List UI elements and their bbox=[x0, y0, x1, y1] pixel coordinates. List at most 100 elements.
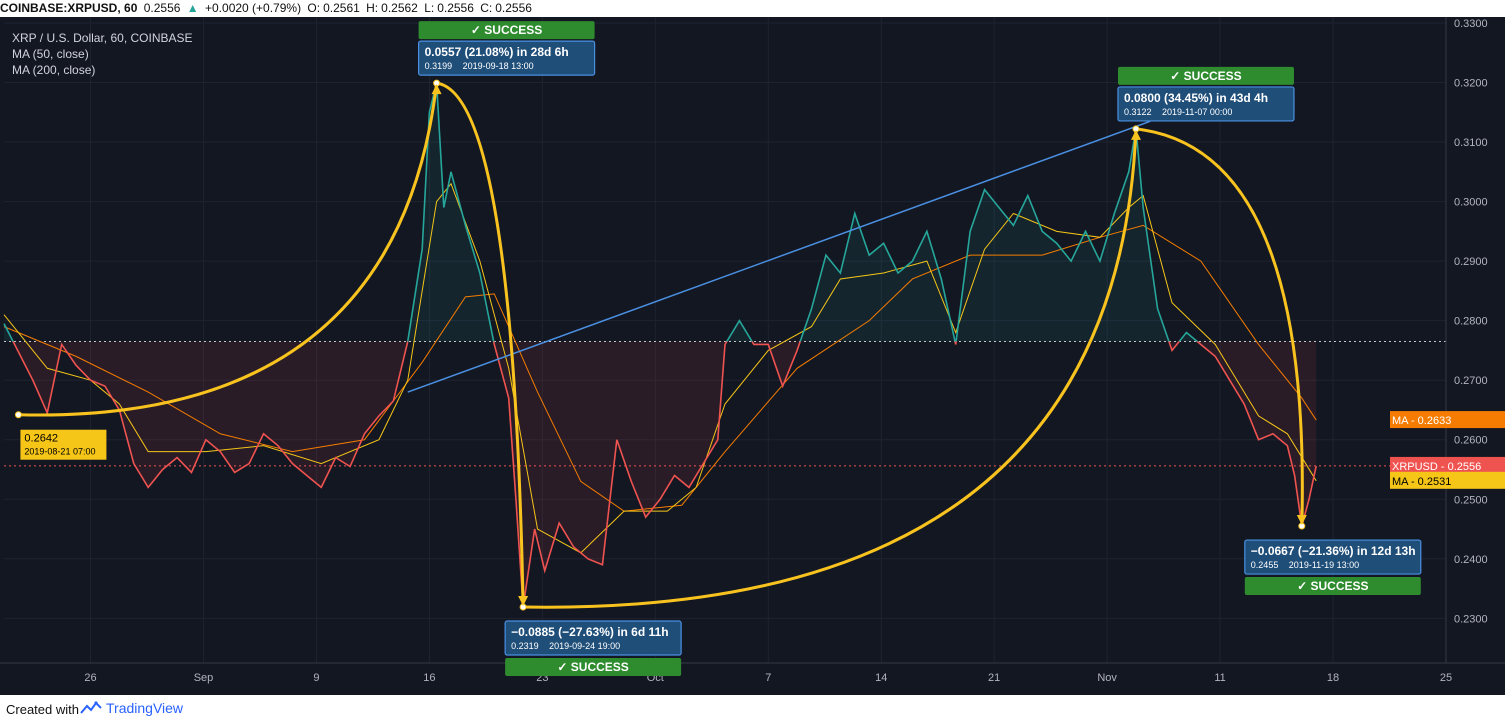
change-arrow: ▲ bbox=[186, 1, 199, 15]
callout-box bbox=[1244, 539, 1422, 575]
callout-box bbox=[504, 620, 682, 656]
success-label: ✓ SUCCESS bbox=[557, 660, 628, 674]
x-tick-label: 25 bbox=[1440, 672, 1452, 684]
arrowhead-icon bbox=[1130, 129, 1141, 140]
x-tick-label: 21 bbox=[988, 672, 1000, 684]
callout-price: 0.2319 bbox=[511, 641, 539, 651]
created-with-label: Created with bbox=[6, 702, 79, 717]
symbol-header: COINBASE:XRPUSD, 60 0.2556 ▲ +0.0020 (+0… bbox=[0, 0, 1505, 17]
callouts-layer: 0.2642 2019-08-21 07:00 0.0557 (21.08%) in… bbox=[20, 21, 1422, 677]
drawings-layer bbox=[14, 79, 1307, 611]
callout-price: 0.3199 bbox=[425, 61, 453, 71]
measure-callout[interactable]: −0.0885 (−27.63%) in 6d 11h 0.2319 2019-09… bbox=[504, 620, 682, 677]
measure-callout[interactable]: 0.0800 (34.45%) in 43d 4h 0.3122 2019-11-0… bbox=[1117, 66, 1295, 122]
success-badge bbox=[1244, 577, 1421, 596]
price-line-up bbox=[3, 82, 1199, 342]
callout-price: 0.3122 bbox=[1124, 107, 1152, 117]
chart-legend: XRP / U.S. Dollar, 60, COINBASE MA (50, … bbox=[12, 30, 193, 78]
y-tick-label: 0.2900 bbox=[1454, 256, 1488, 268]
low-label: L: bbox=[424, 1, 435, 15]
x-tick-label: 7 bbox=[765, 672, 771, 684]
pivot-start-price: 0.2642 bbox=[24, 433, 58, 445]
measure-callout[interactable]: −0.0667 (−21.36%) in 12d 13h 0.2455 2019-1… bbox=[1244, 539, 1422, 596]
trendline[interactable] bbox=[407, 120, 1151, 393]
legend-ma200[interactable]: MA (200, close) bbox=[12, 63, 96, 77]
tradingview-brand[interactable]: TradingView bbox=[80, 700, 183, 716]
success-label: ✓ SUCCESS bbox=[1170, 69, 1241, 83]
close-value: 0.2556 bbox=[495, 1, 532, 15]
axis-badge-box bbox=[1390, 471, 1505, 489]
callout-date: 2019-09-18 13:00 bbox=[463, 61, 534, 71]
pivot-point[interactable] bbox=[14, 411, 22, 419]
axis-badge-label: MA - 0.2633 bbox=[1392, 415, 1451, 427]
low-value: 0.2556 bbox=[437, 1, 474, 15]
high-label: H: bbox=[366, 1, 379, 15]
axis-badge-box bbox=[1390, 456, 1505, 474]
area-below bbox=[13, 341, 1317, 608]
arc-down-1[interactable] bbox=[436, 81, 525, 608]
y-tick-label: 0.2800 bbox=[1454, 316, 1488, 328]
axis-badge-label: XRPUSD - 0.2556 bbox=[1392, 461, 1481, 473]
tradingview-logo-icon bbox=[80, 701, 102, 714]
pivot-start-date: 2019-08-21 07:00 bbox=[24, 447, 95, 457]
footer: Created with TradingView bbox=[0, 695, 1505, 727]
callout-date: 2019-11-07 00:00 bbox=[1162, 107, 1232, 117]
x-tick-label: Sep bbox=[194, 672, 214, 684]
success-badge bbox=[1117, 66, 1294, 85]
price-line-down bbox=[12, 341, 1318, 608]
ma200-line bbox=[3, 224, 1317, 512]
success-badge bbox=[418, 21, 595, 40]
y-axis-panel bbox=[1446, 17, 1505, 695]
tradingview-label: TradingView bbox=[106, 700, 184, 716]
y-tick-label: 0.2600 bbox=[1454, 435, 1488, 447]
arrowhead-icon bbox=[1296, 515, 1307, 526]
y-tick-label: 0.2700 bbox=[1454, 375, 1488, 387]
callout-date: 2019-09-24 19:00 bbox=[549, 641, 620, 651]
axis-value-badge: XRPUSD - 0.2556 bbox=[1390, 456, 1505, 474]
y-tick-label: 0.3000 bbox=[1454, 197, 1488, 209]
y-tick-label: 0.2400 bbox=[1454, 554, 1488, 566]
symbol-name: COINBASE:XRPUSD, 60 bbox=[0, 1, 138, 15]
x-tick-label: 16 bbox=[423, 672, 435, 684]
arc-up-1[interactable] bbox=[18, 82, 439, 417]
open-value: 0.2561 bbox=[323, 1, 360, 15]
legend-ma50[interactable]: MA (50, close) bbox=[12, 47, 89, 61]
arrowhead-icon bbox=[431, 84, 442, 95]
x-tick-label: 14 bbox=[875, 672, 887, 684]
x-tick-label: Nov bbox=[1097, 672, 1117, 684]
x-tick-label: 18 bbox=[1327, 672, 1339, 684]
callout-price: 0.2455 bbox=[1251, 560, 1279, 570]
pivot-start-label: 0.2642 2019-08-21 07:00 bbox=[20, 429, 107, 460]
arrowhead-icon bbox=[518, 596, 529, 607]
axis-value-badge: MA - 0.2633 bbox=[1390, 411, 1505, 429]
callout-main: −0.0885 (−27.63%) in 6d 11h bbox=[511, 625, 668, 639]
success-badge bbox=[505, 658, 682, 677]
last-price: 0.2556 bbox=[143, 1, 181, 15]
success-label: ✓ SUCCESS bbox=[1297, 579, 1368, 593]
price-chart[interactable]: 0.3300 0.3200 0.3100 0.3000 0.2900 0.2800 0.27… bbox=[0, 17, 1505, 695]
axis-value-badge: MA - 0.2531 bbox=[1390, 471, 1505, 489]
y-tick-label: 0.2500 bbox=[1454, 494, 1488, 506]
x-tick-label: 9 bbox=[313, 672, 319, 684]
arc-down-2[interactable] bbox=[1135, 127, 1304, 527]
callout-main: 0.0800 (34.45%) in 43d 4h bbox=[1124, 91, 1268, 105]
legend-title: XRP / U.S. Dollar, 60, COINBASE bbox=[12, 31, 193, 45]
y-tick-label: 0.3300 bbox=[1454, 18, 1488, 30]
callout-main: −0.0667 (−21.36%) in 12d 13h bbox=[1251, 544, 1416, 558]
callout-date: 2019-11-19 13:00 bbox=[1289, 560, 1359, 570]
measure-callout[interactable]: 0.0557 (21.08%) in 28d 6h 0.3199 2019-09-1… bbox=[418, 21, 596, 76]
callout-box bbox=[1117, 86, 1295, 122]
y-axis[interactable]: 0.3300 0.3200 0.3100 0.3000 0.2900 0.2800 0.27… bbox=[1390, 17, 1505, 695]
y-tick-label: 0.3100 bbox=[1454, 137, 1488, 149]
axis-badge-box bbox=[1390, 411, 1505, 429]
change-value: +0.0020 (+0.79%) bbox=[205, 1, 302, 15]
arc-up-2[interactable] bbox=[523, 128, 1138, 609]
open-label: O: bbox=[307, 1, 321, 15]
success-label: ✓ SUCCESS bbox=[471, 23, 542, 37]
x-tick-label: 11 bbox=[1214, 672, 1225, 684]
axis-badge-label: MA - 0.2531 bbox=[1392, 476, 1451, 488]
pivot-start-box bbox=[20, 429, 107, 460]
x-tick-label: 26 bbox=[84, 672, 96, 684]
close-label: C: bbox=[480, 1, 493, 15]
callout-box bbox=[418, 40, 596, 76]
